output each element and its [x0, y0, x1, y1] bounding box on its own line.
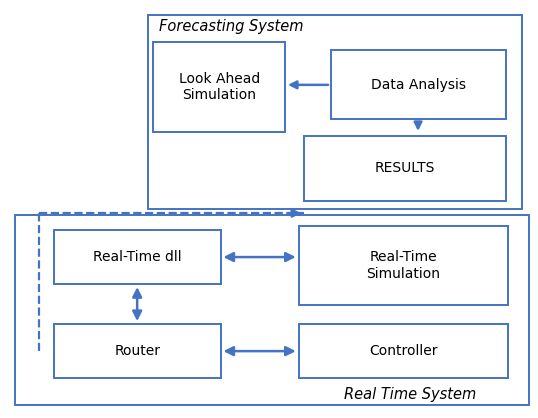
Text: Real Time System: Real Time System: [344, 387, 477, 402]
Bar: [153, 42, 285, 132]
Text: Look Ahead
Simulation: Look Ahead Simulation: [179, 71, 260, 102]
Text: Forecasting System: Forecasting System: [159, 19, 303, 34]
Text: Controller: Controller: [369, 344, 438, 358]
Text: RESULTS: RESULTS: [374, 161, 435, 175]
Text: Data Analysis: Data Analysis: [371, 78, 466, 92]
Bar: [299, 324, 508, 378]
Text: Real-Time dll: Real-Time dll: [93, 250, 181, 264]
Bar: [148, 15, 522, 209]
Bar: [54, 324, 221, 378]
Text: Real-Time
Simulation: Real-Time Simulation: [366, 250, 441, 280]
Bar: [299, 226, 508, 305]
Bar: [15, 215, 529, 405]
Text: Router: Router: [114, 344, 160, 358]
Bar: [331, 50, 506, 119]
Bar: [54, 230, 221, 284]
Bar: [304, 136, 506, 201]
